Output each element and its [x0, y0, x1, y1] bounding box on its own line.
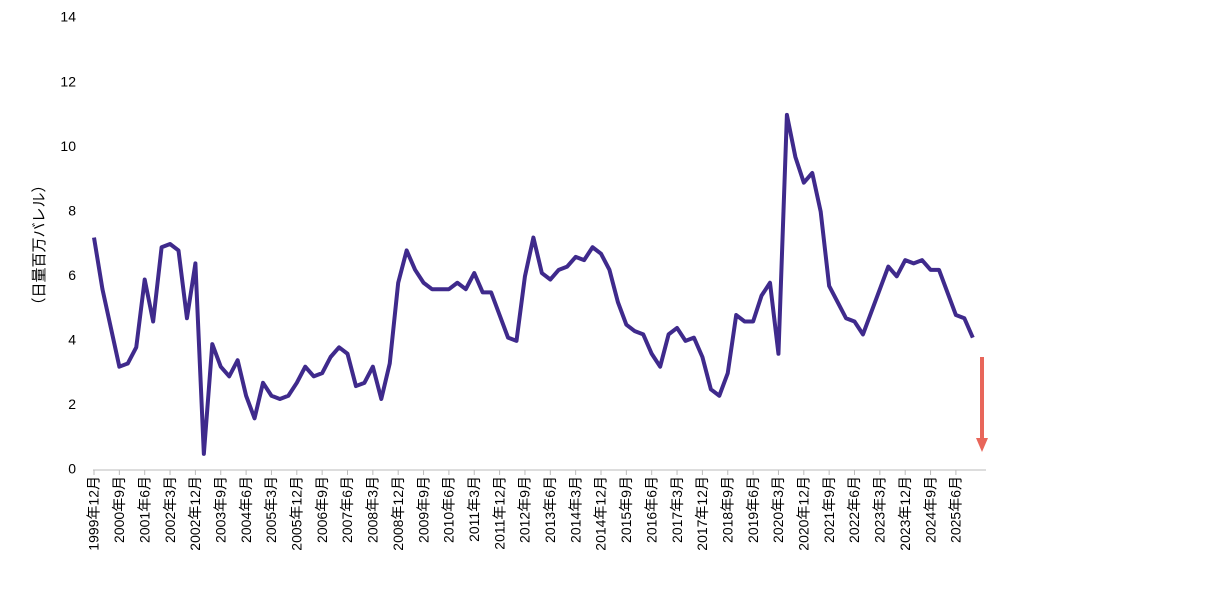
y-tick-label: 12 [60, 73, 76, 89]
x-tick-label: 2013年6月 [542, 476, 558, 543]
data-line [92, 112, 975, 456]
x-tick-label: 2022年6月 [846, 476, 862, 543]
y-tick-label: 0 [68, 461, 76, 477]
x-tick-label: 2020年3月 [770, 476, 786, 543]
x-tick-label: 2015年9月 [618, 476, 634, 543]
x-tick-label: 2010年6月 [441, 476, 457, 543]
y-tick-label: 10 [60, 138, 76, 154]
y-tick-label: 14 [60, 9, 76, 25]
x-tick-label: 2007年6月 [339, 476, 355, 543]
x-tick-label: 2002年3月 [162, 476, 178, 543]
x-tick-label: 2008年12月 [390, 476, 406, 551]
x-tick-label: 2023年3月 [872, 476, 888, 543]
x-tick-label: 2000年9月 [111, 476, 127, 543]
x-tick-label: 2004年6月 [238, 476, 254, 543]
x-tick-label: 2014年12月 [593, 476, 609, 551]
x-tick-label: 2017年12月 [694, 476, 710, 551]
y-axis-label: （日量百万バレル） [31, 177, 48, 312]
x-tick-label: 2009年9月 [415, 476, 431, 543]
x-tick-label: 2005年3月 [263, 476, 279, 543]
x-tick-label: 2001年6月 [136, 476, 152, 543]
y-tick-label: 4 [68, 332, 76, 348]
x-tick-label: 2017年3月 [669, 476, 685, 543]
x-tick-label: 2011年3月 [466, 476, 482, 542]
x-tick-label: 2019年6月 [745, 476, 761, 543]
y-tick-label: 8 [68, 202, 76, 218]
x-tick-label: 2012年9月 [517, 476, 533, 543]
x-tick-label: 2021年9月 [821, 476, 837, 543]
x-tick-label: 2023年12月 [897, 476, 913, 551]
x-tick-label: 2003年9月 [212, 476, 228, 543]
x-tick-label: 2020年12月 [796, 476, 812, 551]
x-tick-label: 2005年12月 [289, 476, 305, 551]
x-tick-label: 2006年9月 [314, 476, 330, 543]
x-tick-label: 2016年6月 [643, 476, 659, 543]
x-tick-label: 2014年3月 [567, 476, 583, 543]
y-tick-label: 6 [68, 267, 76, 283]
x-tick-label: 2025年6月 [948, 476, 964, 543]
x-tick-label: 1999年12月 [86, 476, 102, 551]
x-tick-label: 2024年9月 [922, 476, 938, 543]
x-tick-label: 2002年12月 [187, 476, 203, 551]
x-tick-label: 2008年3月 [365, 476, 381, 543]
x-tick-label: 2018年9月 [719, 476, 735, 543]
x-tick-label: 2011年12月 [491, 476, 507, 550]
arrow-head [976, 438, 988, 452]
y-tick-label: 2 [68, 396, 76, 412]
